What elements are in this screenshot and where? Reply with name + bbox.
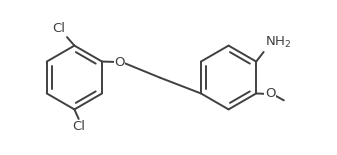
Text: Cl: Cl (52, 22, 65, 35)
Text: NH$_2$: NH$_2$ (265, 35, 291, 50)
Text: O: O (114, 56, 125, 69)
Text: Cl: Cl (72, 120, 85, 133)
Text: O: O (265, 87, 275, 100)
